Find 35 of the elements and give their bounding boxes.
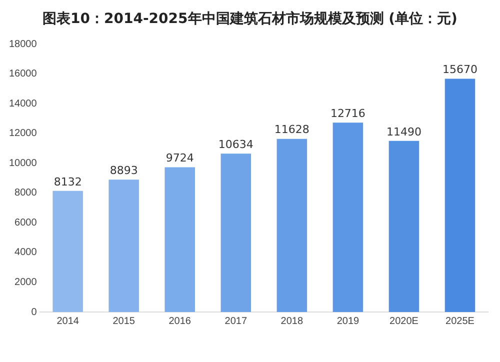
y-tick-label: 0: [31, 306, 38, 318]
x-tick-label: 2017: [224, 316, 248, 327]
x-tick-label: 2025E: [446, 316, 475, 327]
x-tick-label: 2015: [112, 316, 136, 327]
x-tick-label: 2014: [56, 316, 80, 327]
y-tick-label: 16000: [8, 68, 38, 80]
bar: [276, 138, 308, 312]
data-label: 11628: [274, 123, 310, 136]
bar: [52, 190, 83, 312]
y-tick-label: 4000: [14, 247, 38, 258]
data-label: 8893: [110, 164, 138, 177]
y-tick-label: 2000: [14, 276, 38, 288]
bar: [164, 167, 195, 312]
bar: [444, 78, 476, 312]
x-tick-label: 2019: [336, 316, 360, 327]
x-tick-label: 2020E: [390, 316, 419, 327]
data-label: 10634: [218, 138, 254, 152]
bar: [332, 122, 364, 312]
data-label: 11490: [386, 125, 422, 138]
data-label: 15670: [442, 63, 478, 76]
y-tick-label: 8000: [14, 188, 38, 199]
y-tick-label: 6000: [14, 217, 38, 228]
x-tick-label: 2016: [168, 316, 192, 327]
data-label: 8132: [54, 175, 82, 188]
y-tick-label: 14000: [8, 98, 38, 110]
bar: [388, 140, 420, 312]
bar: [108, 180, 139, 312]
bar: [220, 154, 252, 312]
x-tick-label: 2018: [280, 316, 304, 327]
data-label: 9724: [166, 152, 194, 165]
chart-title: 图表10：2014-2025年中国建筑石材市场规模及预测 (单位：元): [42, 10, 458, 29]
y-tick-label: 10000: [8, 158, 38, 169]
y-tick-label: 12000: [8, 128, 38, 140]
data-label: 12716: [330, 107, 366, 120]
y-tick-label: 18000: [8, 38, 38, 50]
